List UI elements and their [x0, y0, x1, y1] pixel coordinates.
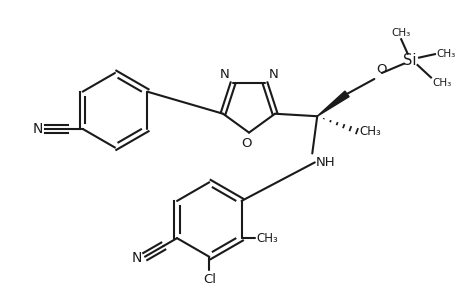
Text: CH₃: CH₃	[436, 49, 455, 59]
Text: CH₃: CH₃	[390, 28, 409, 38]
Text: CH₃: CH₃	[358, 124, 381, 138]
Text: N: N	[132, 251, 142, 265]
Text: CH₃: CH₃	[255, 232, 277, 245]
Text: CH₃: CH₃	[431, 79, 450, 88]
Text: O: O	[375, 64, 386, 76]
Text: N: N	[219, 68, 229, 81]
Polygon shape	[317, 91, 348, 116]
Text: Cl: Cl	[202, 273, 215, 286]
Text: N: N	[269, 68, 278, 81]
Text: NH: NH	[315, 156, 335, 169]
Text: Si: Si	[403, 52, 416, 68]
Text: N: N	[33, 122, 43, 136]
Text: O: O	[241, 136, 251, 150]
